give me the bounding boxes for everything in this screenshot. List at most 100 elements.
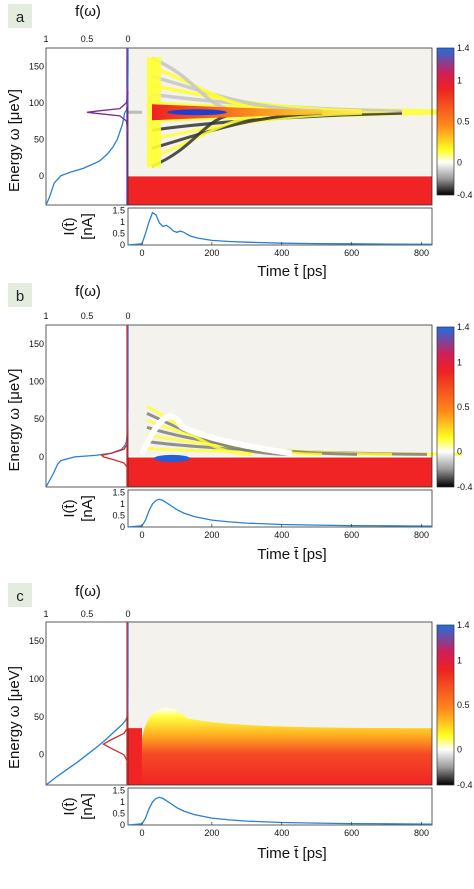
fringe-upper <box>146 405 253 456</box>
current-axis-unit: [nA] <box>79 793 96 820</box>
energy-tick-label: 150 <box>29 61 44 71</box>
colorbar-tick-label: 0 <box>457 157 462 167</box>
distribution-curve <box>45 622 129 786</box>
panel-a: a f(ω) 1 0.5 0 Energy ω [μeV] 150 100 50 0 1.4 1 0.5… <box>6 3 473 280</box>
spectral-band <box>141 707 433 785</box>
energy-tick-label: 0 <box>39 750 44 760</box>
current-tick-label: 0 <box>120 522 125 532</box>
current-axis-unit: [nA] <box>79 213 96 240</box>
distribution-curve <box>45 325 129 488</box>
onset-arc <box>139 413 293 457</box>
current-curve <box>127 796 433 826</box>
colorbar <box>436 47 455 196</box>
fw-axis-label: f(ω) <box>75 583 101 600</box>
heatmap <box>127 621 433 786</box>
fw-axes-box <box>45 47 129 206</box>
current-axis-label: I(t̄) <box>61 499 78 517</box>
colorbar <box>436 624 455 786</box>
panel-letter-badge <box>8 283 32 307</box>
spectral-peak-core <box>153 454 190 462</box>
energy-tick-label: 100 <box>29 98 44 108</box>
panel-letter-badge <box>8 4 32 28</box>
colorbar-tick-label: 0.5 <box>457 402 470 412</box>
colorbar-tick-label: -0.4 <box>457 190 473 200</box>
colorbar-tick-label: 1.4 <box>457 620 470 630</box>
fw-tick-label: 0.5 <box>81 609 94 619</box>
energy-tick-label: 100 <box>29 377 44 387</box>
colorbar-tick-label: 0.5 <box>457 117 470 127</box>
time-tick-label: 800 <box>414 248 429 258</box>
fw-axis-label: f(ω) <box>75 3 101 20</box>
panel-letter: b <box>16 288 24 305</box>
pre-pulse-band <box>128 728 142 785</box>
panel-letter: c <box>16 588 24 605</box>
time-tick-label: 400 <box>274 530 289 540</box>
fw-tick-label: 1 <box>43 609 48 619</box>
colorbar-tick-label: 0 <box>457 744 462 754</box>
time-axis-label: Time t̄ [ps] <box>257 546 326 563</box>
current-axes-box <box>127 489 433 528</box>
time-axis-label: Time t̄ [ps] <box>257 845 326 862</box>
energy-tick-label: 50 <box>34 134 44 144</box>
panel-letter: a <box>16 9 25 26</box>
time-tick-label: 800 <box>414 828 429 838</box>
current-axis-unit: [nA] <box>79 495 96 522</box>
energy-axis-label: Energy ω [μeV] <box>6 89 23 192</box>
time-tick-label: 0 <box>139 530 144 540</box>
fw-tick-label: 1 <box>43 34 48 44</box>
energy-tick-label: 100 <box>29 674 44 684</box>
fw-tick-label: 0 <box>125 311 130 321</box>
energy-tick-label: 150 <box>29 636 44 646</box>
fw-tick-label: 0 <box>125 34 130 44</box>
spectral-function-curve <box>102 727 129 763</box>
current-axis-label: I(t̄) <box>61 217 78 235</box>
time-tick-label: 200 <box>204 828 219 838</box>
spectral-peak-core <box>166 109 227 116</box>
fw-axis-label: f(ω) <box>75 283 101 300</box>
colorbar-tick-label: -0.4 <box>457 780 473 790</box>
time-axis-label: Time t̄ [ps] <box>257 263 326 280</box>
colorbar <box>436 326 455 488</box>
energy-tick-label: 0 <box>39 171 44 181</box>
colorbar-tick-label: 0 <box>457 446 462 456</box>
heatmap <box>127 324 462 488</box>
current-axes-box <box>127 787 433 826</box>
colorbar-tick-label: 0.5 <box>457 700 470 710</box>
colorbar-tick-label: -0.4 <box>457 482 473 492</box>
current-tick-label: 1 <box>120 499 125 509</box>
current-tick-label: 0 <box>120 820 125 830</box>
spectral-function-curve <box>86 91 129 133</box>
fw-tick-label: 1 <box>43 311 48 321</box>
colorbar-tick-label: 1 <box>457 656 462 666</box>
heatmap-frame <box>127 47 433 206</box>
current-tick-label: 1.5 <box>112 487 125 497</box>
time-tick-label: 200 <box>204 248 219 258</box>
current-axes-box <box>127 207 433 246</box>
colorbar-tick-label: 1.4 <box>457 322 470 332</box>
colorbar-tick-label: 1.4 <box>457 43 470 53</box>
current-tick-label: 0 <box>120 240 125 250</box>
time-tick-label: 400 <box>274 828 289 838</box>
current-tick-label: 0.5 <box>112 510 125 520</box>
time-tick-label: 0 <box>139 828 144 838</box>
current-tick-label: 1 <box>120 797 125 807</box>
spectral-function-curve <box>100 442 129 469</box>
time-tick-label: 400 <box>274 248 289 258</box>
time-tick-label: 600 <box>344 828 359 838</box>
fw-tick-label: 0.5 <box>81 34 94 44</box>
colorbar-tick-label: 1 <box>457 76 462 86</box>
current-curve <box>127 498 433 528</box>
heatmap <box>127 47 443 206</box>
occupied-band <box>128 175 432 205</box>
fw-tick-label: 0 <box>125 609 130 619</box>
time-tick-label: 0 <box>139 248 144 258</box>
current-tick-label: 0.5 <box>112 228 125 238</box>
time-tick-label: 600 <box>344 530 359 540</box>
fw-axes-box <box>45 621 129 786</box>
energy-axis-label: Energy ω [μeV] <box>6 666 23 769</box>
fw-tick-label: 0.5 <box>81 311 94 321</box>
pre-pulse-line <box>128 110 142 114</box>
colorbar-tick-label: 1 <box>457 358 462 368</box>
